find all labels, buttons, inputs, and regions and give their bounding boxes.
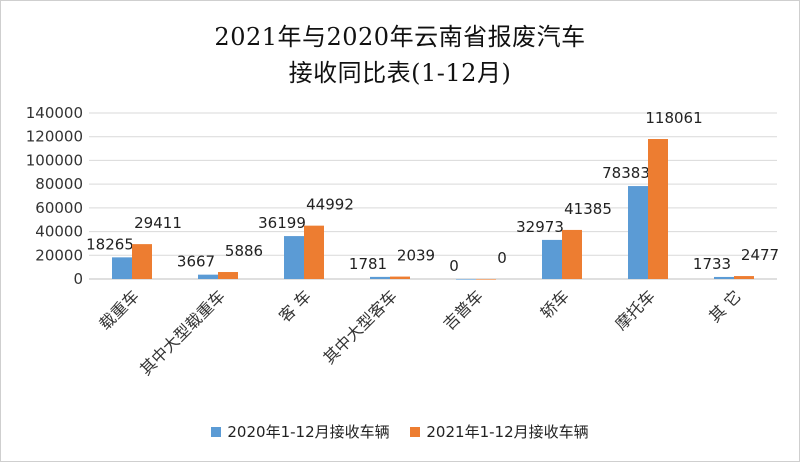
bar [112, 257, 132, 279]
x-tick-label: 吉普车 [439, 286, 486, 333]
x-tick-label: 摩托车 [611, 286, 658, 333]
bar [390, 276, 410, 279]
y-tick-label: 40000 [35, 223, 83, 241]
bar [198, 274, 218, 279]
x-tick-label: 其中大型客车 [320, 286, 401, 367]
x-tick-label: 客 车 [275, 286, 315, 326]
data-label: 2477 [741, 246, 779, 264]
data-label: 0 [497, 249, 507, 267]
y-tick-label: 60000 [35, 199, 83, 217]
data-label: 44992 [306, 196, 354, 214]
legend-label-2021: 2021年1-12月接收车辆 [426, 423, 589, 441]
x-tick-label: 其中大型载重车 [136, 286, 229, 379]
data-label: 2039 [397, 247, 435, 265]
bar [476, 279, 496, 280]
data-label: 36199 [258, 214, 306, 232]
legend: 2020年1-12月接收车辆 2021年1-12月接收车辆 [1, 421, 799, 442]
x-tick-label: 其 它 [705, 286, 745, 326]
data-label: 1781 [349, 255, 387, 273]
bar [714, 276, 734, 279]
data-label: 0 [449, 257, 459, 275]
data-label: 18265 [86, 235, 134, 253]
data-label: 32973 [516, 218, 564, 236]
y-tick-label: 120000 [26, 128, 83, 146]
bar [562, 229, 582, 279]
data-label: 78383 [602, 164, 650, 182]
bar [132, 244, 152, 279]
legend-item-2020: 2020年1-12月接收车辆 [211, 421, 390, 442]
chart-title-line1: 2021年与2020年云南省报废汽车 [214, 23, 586, 51]
data-label: 1733 [693, 255, 731, 273]
bar [628, 186, 648, 279]
chart-title-line2: 接收同比表(1-12月) [288, 59, 512, 87]
legend-swatch-2021 [410, 426, 421, 437]
bar [218, 272, 238, 279]
legend-item-2021: 2021年1-12月接收车辆 [410, 421, 589, 442]
legend-label-2020: 2020年1-12月接收车辆 [227, 423, 390, 441]
y-tick-label: 80000 [35, 175, 83, 193]
bar [648, 139, 668, 279]
bar [370, 276, 390, 279]
bar [734, 276, 754, 279]
x-tick-label: 轿车 [537, 286, 573, 322]
data-label: 118061 [645, 109, 702, 127]
bar [542, 239, 562, 279]
data-label: 29411 [134, 214, 182, 232]
x-tick-label: 载重车 [95, 286, 142, 333]
data-label: 3667 [177, 253, 215, 271]
data-label: 5886 [225, 242, 263, 260]
y-tick-label: 100000 [26, 151, 83, 169]
bar [284, 236, 304, 279]
legend-swatch-2020 [211, 426, 222, 437]
y-tick-label: 140000 [26, 104, 83, 122]
bar [304, 225, 324, 279]
y-tick-label: 0 [73, 270, 83, 288]
data-label: 41385 [564, 200, 612, 218]
bar [456, 279, 476, 280]
y-tick-label: 20000 [35, 246, 83, 264]
